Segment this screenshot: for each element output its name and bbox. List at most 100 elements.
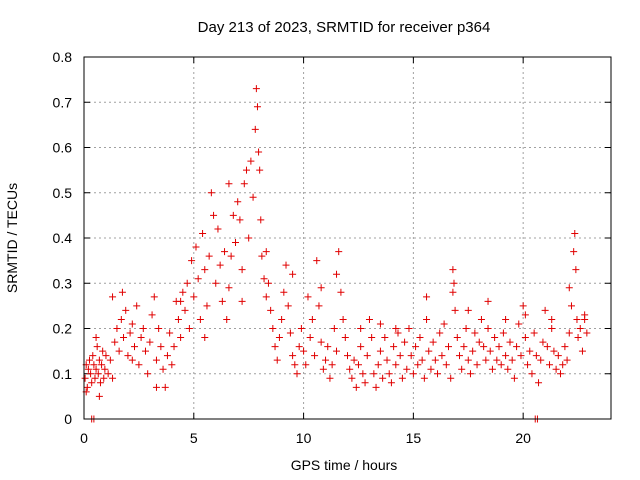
data-point — [135, 361, 143, 369]
data-point — [447, 374, 455, 382]
data-point — [308, 315, 316, 323]
data-point — [100, 374, 108, 382]
data-point — [174, 315, 182, 323]
data-point — [326, 374, 334, 382]
data-point — [537, 356, 545, 364]
data-point — [502, 352, 510, 360]
data-point — [101, 365, 109, 373]
data-point — [376, 347, 384, 355]
data-point — [273, 356, 281, 364]
data-point — [194, 275, 202, 283]
chart-title: Day 213 of 2023, SRMTID for receiver p36… — [198, 19, 491, 36]
data-point — [322, 356, 330, 364]
data-point — [91, 374, 99, 382]
data-point — [295, 343, 303, 351]
y-axis-label: SRMTID / TECUs — [4, 183, 20, 293]
data-point — [405, 325, 413, 332]
data-point — [262, 293, 270, 301]
data-point — [95, 392, 103, 400]
data-point — [333, 347, 341, 355]
data-point — [480, 343, 488, 351]
data-point — [225, 180, 233, 188]
data-point — [269, 325, 277, 332]
data-point — [497, 361, 505, 369]
data-point — [341, 334, 349, 342]
data-point — [409, 370, 417, 378]
data-point — [365, 315, 373, 323]
x-tick-label: 5 — [190, 430, 198, 446]
data-point — [99, 347, 107, 355]
data-point — [115, 347, 123, 355]
data-point — [333, 270, 341, 278]
data-point — [128, 320, 136, 328]
data-point — [234, 198, 242, 206]
data-point — [398, 374, 406, 382]
data-point — [257, 216, 265, 224]
data-point — [573, 315, 581, 323]
data-point — [207, 189, 215, 197]
data-point — [510, 374, 518, 382]
data-point — [403, 365, 411, 373]
y-tick-label: 0.8 — [53, 49, 73, 65]
data-point — [96, 379, 104, 387]
data-point — [381, 334, 389, 342]
data-point — [150, 293, 158, 301]
data-point — [571, 229, 579, 237]
data-point — [423, 315, 431, 323]
data-point — [128, 356, 136, 364]
data-point — [445, 343, 453, 351]
data-point — [267, 306, 275, 314]
data-point — [374, 361, 382, 369]
data-point — [113, 325, 121, 332]
data-point — [484, 325, 492, 332]
data-point — [201, 266, 209, 274]
data-point — [581, 315, 589, 323]
data-point — [317, 284, 325, 292]
data-point — [376, 320, 384, 328]
data-point — [330, 325, 338, 332]
data-point — [392, 361, 400, 369]
data-point — [177, 334, 185, 342]
data-point — [396, 352, 404, 360]
data-point — [260, 275, 268, 283]
data-point — [302, 361, 310, 369]
data-point — [561, 343, 569, 351]
data-point — [214, 225, 222, 233]
data-point — [275, 334, 283, 342]
data-point — [89, 352, 97, 360]
y-tick-label: 0.2 — [53, 321, 73, 337]
data-point — [87, 370, 95, 378]
data-point — [344, 352, 351, 360]
data-point — [532, 352, 540, 360]
x-tick-label: 10 — [296, 430, 312, 446]
data-point — [203, 302, 211, 310]
data-point — [126, 329, 134, 337]
data-point — [251, 125, 259, 133]
data-point — [133, 302, 141, 310]
data-point — [148, 311, 156, 319]
data-point — [466, 370, 474, 378]
data-point — [328, 361, 336, 369]
data-point — [155, 325, 163, 332]
data-point — [502, 315, 510, 323]
data-point — [517, 352, 525, 360]
data-point — [464, 306, 472, 314]
data-point — [238, 297, 246, 305]
data-point — [196, 315, 204, 323]
data-point — [475, 338, 483, 346]
data-point — [304, 293, 312, 301]
data-point — [438, 352, 446, 360]
data-point — [499, 329, 507, 337]
data-point — [572, 266, 580, 274]
data-point — [379, 374, 387, 382]
x-axis-label: GPS time / hours — [291, 457, 398, 473]
data-point — [407, 352, 415, 360]
data-point — [92, 334, 100, 342]
data-point — [256, 166, 264, 174]
data-point — [253, 103, 261, 111]
data-point — [506, 338, 514, 346]
grid-lines — [84, 57, 611, 419]
data-point — [201, 334, 209, 342]
data-point — [319, 365, 327, 373]
data-point — [218, 297, 226, 305]
